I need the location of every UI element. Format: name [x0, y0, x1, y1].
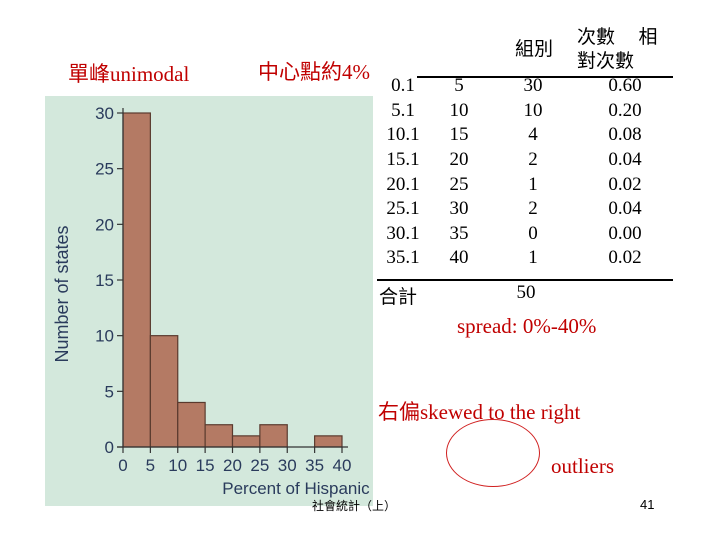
- y-tick-label: 5: [105, 382, 114, 401]
- frequency-cell: 4: [528, 124, 538, 146]
- bars-group: [122, 112, 343, 448]
- table-header-row: 組別 次數 相對次數: [377, 26, 673, 74]
- histogram-bar: [177, 401, 206, 448]
- histogram-bar: [314, 435, 343, 448]
- header-group: 組別: [514, 39, 553, 60]
- histogram-bar: [259, 424, 288, 448]
- relative-frequency-cell: 0.20: [608, 99, 642, 121]
- header-pair: 次數 相對次數: [577, 26, 673, 74]
- spread-annotation: spread: 0%-40%: [457, 314, 597, 338]
- x-tick-label: 0: [118, 456, 127, 475]
- class-upper: 25: [449, 173, 469, 195]
- frequency-cell: 30: [523, 75, 543, 97]
- x-tick-label: 25: [250, 456, 269, 475]
- frequency-cell: 10: [523, 99, 543, 121]
- header-frequency: 次數: [577, 27, 616, 48]
- x-tick-label: 10: [168, 456, 187, 475]
- y-tick-label: 30: [95, 104, 114, 123]
- relative-frequency-cell: 0.00: [608, 222, 642, 244]
- frequency-cell: 2: [528, 198, 538, 220]
- class-upper: 30: [449, 198, 469, 220]
- outliers-annotation: outliers: [551, 454, 614, 478]
- table-row: 5.1 10 10 0.20: [377, 99, 673, 124]
- page-number: 41: [640, 497, 655, 512]
- x-axis-label: Percent of Hispanic adults: [222, 479, 373, 498]
- frequency-cell: 2: [528, 149, 538, 171]
- table-row: 0.1 5 30 0.60: [377, 74, 673, 99]
- class-lower: 10.1: [386, 124, 420, 146]
- x-tick-label: 15: [196, 456, 215, 475]
- class-lower: 25.1: [386, 198, 420, 220]
- class-upper: 35: [449, 222, 469, 244]
- class-upper: 15: [449, 124, 469, 146]
- histogram-bar: [149, 335, 179, 448]
- outlier-circle: [446, 419, 540, 487]
- y-tick-label: 0: [105, 438, 114, 457]
- histogram-bar: [231, 435, 261, 448]
- y-axis: 0 5 10 15 20 25 30: [95, 104, 124, 457]
- unimodal-annotation: 單峰unimodal: [68, 62, 190, 86]
- histogram-bar: [122, 112, 151, 448]
- frequency-cell: 1: [528, 247, 538, 269]
- frequency-table-panel: 組別 次數 相對次數 0.1 5 30 0.60 5.1 10 10 0.20 10.1 15 4 0…: [377, 26, 673, 308]
- class-lower: 30.1: [386, 222, 420, 244]
- center-annotation: 中心點約4%: [258, 60, 370, 84]
- header-relative-frequency: 相對次數: [577, 27, 658, 72]
- relative-frequency-cell: 0.04: [608, 149, 642, 171]
- x-tick-label: 20: [223, 456, 242, 475]
- table-row: 25.1 30 2 0.04: [377, 197, 673, 222]
- table-row: 30.1 35 0 0.00: [377, 222, 673, 247]
- y-tick-label: 15: [95, 271, 114, 290]
- class-lower: 5.1: [391, 99, 415, 121]
- total-label: 合計: [379, 287, 418, 308]
- table-row: 10.1 15 4 0.08: [377, 123, 673, 148]
- relative-frequency-cell: 0.08: [608, 124, 642, 146]
- class-lower: 0.1: [391, 75, 415, 97]
- relative-frequency-cell: 0.02: [608, 247, 642, 269]
- table-row: 15.1 20 2 0.04: [377, 148, 673, 173]
- table-row: 35.1 40 1 0.02: [377, 246, 673, 271]
- y-tick-label: 25: [95, 160, 114, 179]
- class-lower: 20.1: [386, 173, 420, 195]
- x-tick-label: 35: [305, 456, 324, 475]
- total-value: 50: [516, 282, 536, 303]
- header-underline: [417, 76, 673, 78]
- total-divider: [377, 279, 673, 281]
- y-tick-label: 10: [95, 327, 114, 346]
- frequency-cell: 1: [528, 173, 538, 195]
- class-lower: 35.1: [386, 247, 420, 269]
- table-row: 20.1 25 1 0.02: [377, 172, 673, 197]
- y-axis-label: Number of states: [52, 225, 72, 362]
- x-tick-label: 5: [146, 456, 155, 475]
- class-lower: 15.1: [386, 149, 420, 171]
- relative-frequency-cell: 0.60: [608, 75, 642, 97]
- x-tick-label: 40: [333, 456, 352, 475]
- x-axis: 0 5 10 15 20 25 30 35 40: [117, 446, 352, 475]
- class-upper: 5: [454, 75, 464, 97]
- y-tick-label: 20: [95, 215, 114, 234]
- histogram-bar: [204, 424, 234, 448]
- x-tick-label: 30: [278, 456, 297, 475]
- footer-text: 社會統計（上）: [312, 499, 397, 513]
- relative-frequency-cell: 0.02: [608, 173, 642, 195]
- class-upper: 10: [449, 99, 469, 121]
- relative-frequency-cell: 0.04: [608, 198, 642, 220]
- frequency-table: 組別 次數 相對次數 0.1 5 30 0.60 5.1 10 10 0.20 10.1 15 4 0…: [377, 26, 673, 271]
- frequency-cell: 0: [528, 222, 538, 244]
- class-upper: 40: [449, 247, 469, 269]
- class-upper: 20: [449, 149, 469, 171]
